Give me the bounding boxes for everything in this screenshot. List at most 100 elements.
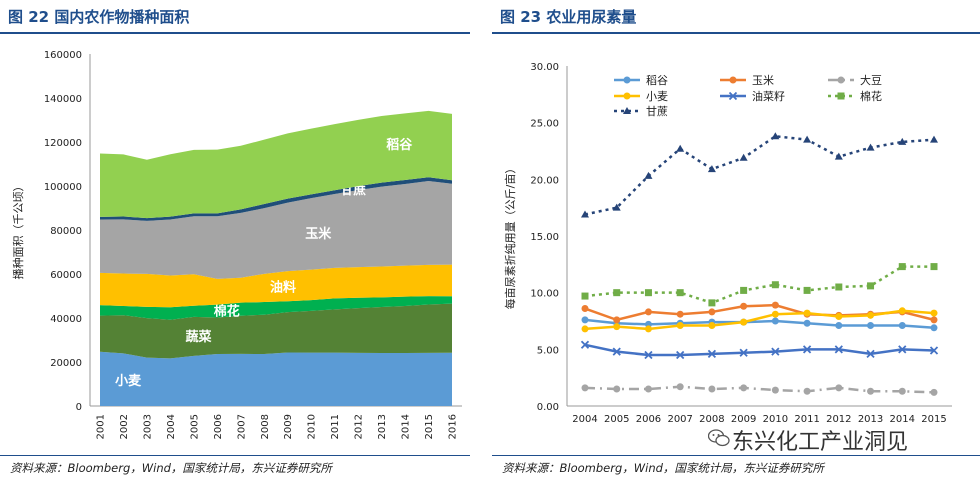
y-tick-label: 80000 bbox=[50, 226, 82, 237]
data-point bbox=[803, 319, 811, 327]
series-line bbox=[584, 265, 934, 305]
x-tick-label: 2010 bbox=[307, 414, 318, 439]
data-point bbox=[708, 299, 716, 307]
x-tick-label: 2012 bbox=[826, 414, 851, 425]
data-point bbox=[930, 388, 938, 396]
data-point bbox=[898, 137, 907, 145]
data-point bbox=[613, 289, 621, 297]
series-label: 油料 bbox=[270, 280, 296, 296]
data-point bbox=[739, 153, 748, 161]
data-point bbox=[676, 383, 684, 391]
y-tick-label: 120000 bbox=[44, 138, 82, 149]
data-point bbox=[898, 263, 906, 271]
data-point bbox=[867, 311, 875, 319]
data-point bbox=[834, 152, 843, 160]
data-point bbox=[803, 286, 811, 294]
data-point bbox=[613, 385, 621, 393]
x-tick-label: 2008 bbox=[260, 414, 271, 439]
series-line bbox=[584, 343, 935, 357]
y-tick-label: 100000 bbox=[44, 182, 82, 193]
data-point bbox=[898, 307, 906, 315]
data-point bbox=[740, 302, 748, 310]
data-point bbox=[740, 318, 748, 326]
y-tick-label: 0 bbox=[76, 402, 82, 413]
data-point bbox=[866, 143, 875, 151]
series-label: 小麦 bbox=[115, 373, 142, 389]
left-source-divider bbox=[0, 455, 470, 456]
x-tick-label: 2014 bbox=[401, 414, 412, 439]
data-point bbox=[898, 322, 906, 330]
y-tick-label: 20000 bbox=[50, 358, 82, 369]
area-玉米 bbox=[100, 181, 452, 279]
x-tick-label: 2011 bbox=[794, 414, 819, 425]
data-point bbox=[644, 171, 653, 179]
data-point bbox=[708, 322, 716, 330]
data-point bbox=[676, 322, 684, 330]
data-point bbox=[612, 203, 621, 211]
x-tick-label: 2009 bbox=[731, 414, 756, 425]
left-title-divider bbox=[0, 32, 470, 34]
data-point bbox=[867, 387, 875, 395]
series-label: 稻谷 bbox=[386, 137, 413, 153]
y-axis-label: 每亩尿素折纯用量（公斤/亩） bbox=[503, 163, 517, 310]
x-tick-label: 2005 bbox=[189, 414, 200, 439]
data-point bbox=[644, 350, 653, 360]
data-point bbox=[803, 135, 812, 143]
x-tick-label: 2004 bbox=[166, 414, 177, 439]
data-point bbox=[581, 210, 589, 218]
data-point bbox=[837, 76, 845, 84]
data-point bbox=[771, 132, 780, 140]
right-chart-title: 图 23 农业用尿素量 bbox=[500, 8, 637, 26]
left-chart-title: 图 22 国内农作物播种面积 bbox=[8, 8, 190, 26]
data-point bbox=[644, 308, 652, 316]
legend-item: 玉米 bbox=[720, 74, 774, 87]
x-tick-label: 2013 bbox=[377, 414, 388, 439]
data-point bbox=[898, 387, 906, 395]
x-tick-label: 2004 bbox=[572, 414, 597, 425]
data-point bbox=[623, 76, 631, 84]
right-title-divider bbox=[492, 32, 980, 34]
x-tick-label: 2010 bbox=[763, 414, 788, 425]
data-point bbox=[612, 347, 621, 356]
series-棉花 bbox=[581, 263, 938, 307]
x-tick-label: 2007 bbox=[236, 414, 247, 439]
series-line bbox=[584, 385, 935, 394]
x-tick-label: 2001 bbox=[96, 414, 107, 439]
data-point bbox=[835, 283, 843, 291]
y-tick-label: 160000 bbox=[44, 50, 82, 61]
y-tick-label: 0.00 bbox=[537, 402, 559, 413]
legend-label: 玉米 bbox=[752, 74, 774, 87]
data-point bbox=[707, 349, 717, 359]
data-point bbox=[929, 346, 939, 355]
area-蔬菜 bbox=[100, 303, 452, 359]
y-tick-label: 20.00 bbox=[530, 175, 559, 186]
data-point bbox=[676, 350, 685, 360]
area-甘蔗 bbox=[100, 177, 452, 221]
data-point bbox=[837, 92, 845, 100]
data-point bbox=[930, 309, 938, 317]
right-chart-panel: 图 23 农业用尿素量 0.00 5.00 10.00 15.00 20.00 25.00… bbox=[492, 0, 980, 482]
data-point bbox=[835, 312, 843, 320]
right-source-note: 资料来源：Bloomberg，Wind，国家统计局，东兴证券研究所 bbox=[502, 461, 824, 475]
y-tick-label: 5.00 bbox=[537, 345, 559, 356]
legend-item: 甘蔗 bbox=[614, 105, 668, 118]
data-point bbox=[613, 323, 621, 331]
data-point bbox=[771, 317, 779, 325]
x-tick-label: 2015 bbox=[424, 414, 435, 439]
legend-item: 棉花 bbox=[828, 89, 882, 103]
x-tick-label: 2011 bbox=[330, 414, 341, 439]
data-point bbox=[728, 91, 738, 101]
series-大豆 bbox=[581, 383, 938, 396]
data-point bbox=[740, 286, 748, 294]
y-tick-label: 60000 bbox=[50, 270, 82, 281]
legend-label: 稻谷 bbox=[646, 74, 668, 87]
x-tick-label: 2005 bbox=[604, 414, 629, 425]
series-甘蔗 bbox=[581, 132, 938, 218]
data-point bbox=[835, 322, 843, 330]
x-tick-label: 2003 bbox=[142, 414, 153, 439]
data-point bbox=[803, 309, 811, 317]
data-point bbox=[835, 384, 843, 392]
x-tick-label: 2015 bbox=[921, 414, 946, 425]
data-point bbox=[771, 386, 779, 394]
x-tick-label: 2009 bbox=[283, 414, 294, 439]
